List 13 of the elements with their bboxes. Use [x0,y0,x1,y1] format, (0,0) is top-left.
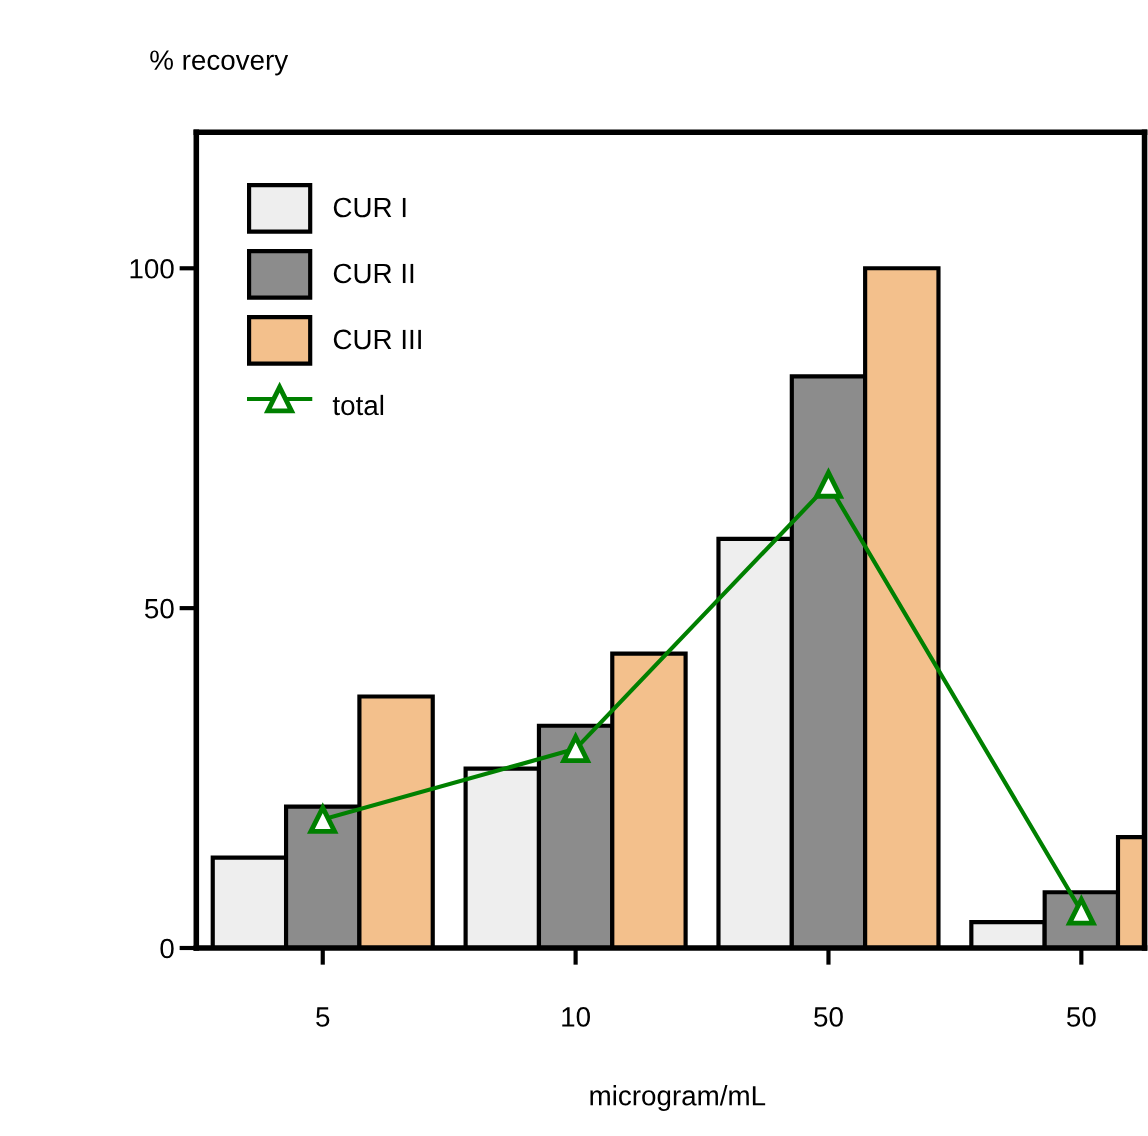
legend-label: CUR III [333,329,421,350]
x-axis-title: microgram/mL [590,1085,766,1112]
x-tick-label: 5 [316,1007,330,1027]
y-tick-label: 50 [145,598,174,619]
y-axis-title: % recovery [150,50,289,76]
legend-label: CUR II [333,263,414,284]
y-tick-label: 100 [130,258,174,279]
x-tick-label: 50 [814,1007,843,1027]
legend-label: CUR I [333,197,406,218]
x-tick-label: 50 [1067,1007,1096,1027]
y-tick-label: 0 [160,938,174,959]
x-tick-label: 10 [562,1007,590,1027]
legend-label: total [332,394,384,416]
